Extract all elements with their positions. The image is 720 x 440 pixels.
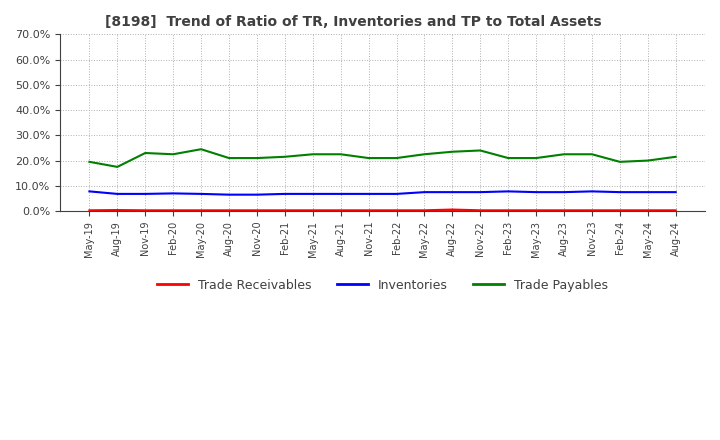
Trade Payables [671,154,680,159]
Trade Receivables [476,208,485,213]
Inventories [616,190,624,195]
Legend: Trade Receivables, Inventories, Trade Payables: Trade Receivables, Inventories, Trade Pa… [152,274,613,297]
Inventories [141,191,150,197]
Trade Receivables [448,207,456,212]
Inventories [364,191,373,197]
Inventories [448,190,456,195]
Trade Receivables [392,208,401,213]
Trade Payables [532,155,541,161]
Trade Payables [644,158,652,163]
Inventories [476,190,485,195]
Trade Receivables [559,208,568,213]
Trade Payables [253,155,261,161]
Inventories [420,190,428,195]
Trade Receivables [420,208,428,213]
Trade Receivables [644,208,652,213]
Trade Receivables [85,208,94,213]
Inventories [308,191,317,197]
Inventories [85,189,94,194]
Trade Payables [113,164,122,169]
Inventories [644,190,652,195]
Inventories [588,189,596,194]
Trade Receivables [113,207,122,213]
Trade Payables [504,155,513,161]
Trade Receivables [532,208,541,213]
Trade Payables [448,149,456,154]
Trade Receivables [141,208,150,213]
Inventories [559,190,568,195]
Trade Receivables [225,208,233,213]
Trade Receivables [308,208,317,213]
Trade Payables [616,159,624,165]
Trade Payables [197,147,205,152]
Trade Payables [420,152,428,157]
Inventories [336,191,345,197]
Inventories [281,191,289,197]
Trade Receivables [616,208,624,213]
Trade Payables [225,155,233,161]
Trade Payables [141,150,150,156]
Inventories [113,191,122,197]
Inventories [225,192,233,197]
Trade Receivables [504,208,513,213]
Trade Payables [392,155,401,161]
Inventories [504,189,513,194]
Line: Inventories: Inventories [89,191,675,194]
Trade Payables [559,152,568,157]
Trade Receivables [364,208,373,213]
Trade Receivables [588,208,596,213]
Trade Payables [588,152,596,157]
Trade Receivables [253,208,261,213]
Inventories [169,191,178,196]
Trade Payables [364,155,373,161]
Trade Receivables [197,208,205,213]
Inventories [671,190,680,195]
Trade Payables [169,152,178,157]
Line: Trade Payables: Trade Payables [89,149,675,167]
Inventories [532,190,541,195]
Trade Payables [476,148,485,153]
Text: [8198]  Trend of Ratio of TR, Inventories and TP to Total Assets: [8198] Trend of Ratio of TR, Inventories… [105,15,602,29]
Inventories [253,192,261,197]
Trade Payables [85,159,94,165]
Trade Payables [281,154,289,159]
Trade Payables [308,152,317,157]
Trade Receivables [281,208,289,213]
Trade Receivables [169,208,178,213]
Line: Trade Receivables: Trade Receivables [89,209,675,210]
Trade Receivables [336,208,345,213]
Trade Payables [336,152,345,157]
Inventories [392,191,401,197]
Inventories [197,191,205,197]
Trade Receivables [671,208,680,213]
